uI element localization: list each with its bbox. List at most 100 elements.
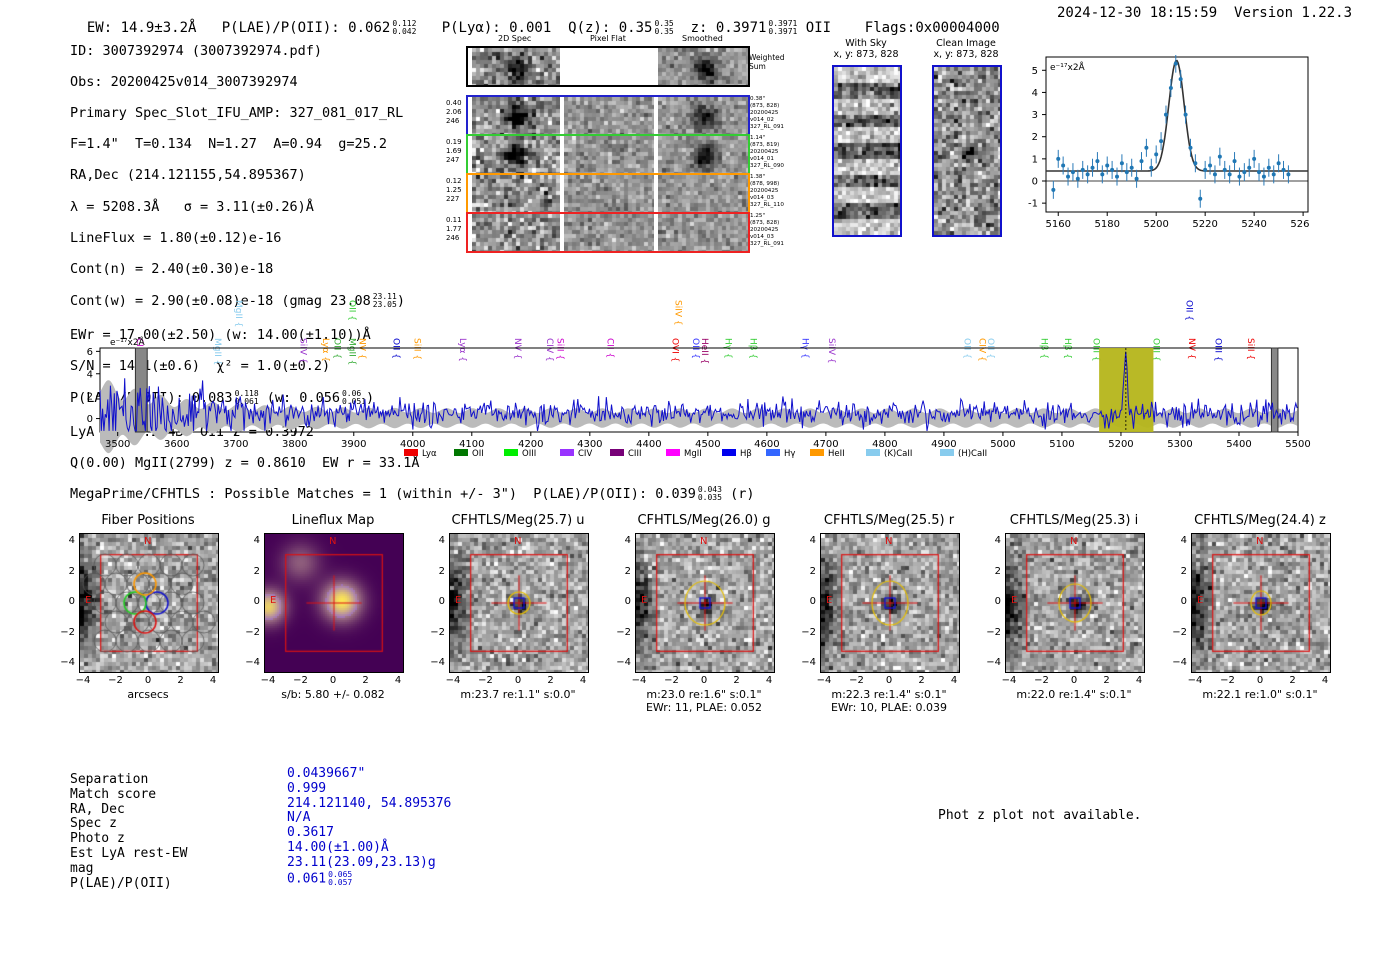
match-labels: Separation Match score RA, Dec Spec z Photo … (70, 772, 188, 891)
data-point (1168, 86, 1173, 90)
with-sky-image (832, 65, 902, 237)
line-fit-units: e⁻¹⁷x2Å (1050, 61, 1086, 73)
line-fit-ticks: 5160 5180 5200 5220 5240 5260 5 4 3 2 1 0 -1 (1028, 66, 1310, 230)
data-point (1237, 174, 1242, 179)
data-point (1129, 165, 1134, 170)
line-fit-points (1051, 55, 1291, 208)
match-label: Est LyA rest-EW (70, 845, 188, 861)
panel-y-tick: 0 (438, 596, 445, 607)
full-spectrum-chart: CIII {MgII {MgII {SiIV {Lyα {OII {MgII {… (87, 300, 1311, 459)
data-point (1257, 170, 1262, 175)
panel-x-tick: 2 (1103, 675, 1110, 686)
data-point (1085, 172, 1090, 177)
legend-swatch (404, 449, 418, 456)
panel-x-tick: −2 (478, 675, 493, 686)
panel-x-tick: 4 (1321, 675, 1329, 686)
panel-y-tick: −2 (986, 626, 1001, 638)
data-point (1178, 77, 1183, 82)
data-point (1247, 165, 1252, 170)
panel-y-tick: 2 (253, 565, 260, 577)
cutout-row-stats: 0.11 1.77 246 (446, 216, 462, 242)
east-marker: E (826, 595, 833, 606)
legend-label: OII (472, 449, 484, 459)
cutout-row-stats: 0.19 1.69 247 (446, 138, 462, 164)
x-tick-label: 5300 (1167, 439, 1192, 450)
panel-x-tick: 0 (1256, 675, 1264, 686)
x-tick-label: 4500 (695, 439, 720, 450)
line-label: MgII { (212, 338, 222, 365)
panel-x-tick: −2 (849, 675, 864, 686)
panel-caption-line: m:22.3 re:1.4" s:0.1" (831, 688, 947, 701)
clean-image-header: Clean Image x, y: 873, 828 (933, 38, 999, 60)
data-point (1261, 174, 1266, 179)
panel-x-tick: −2 (293, 675, 308, 686)
cutout-image (635, 533, 775, 673)
line-label: NV { (357, 338, 367, 359)
lineflux-map (264, 533, 404, 673)
panel-y-tick: 4 (68, 535, 75, 546)
line-label: NV { (1186, 338, 1196, 359)
cutout-smoothed (658, 214, 748, 251)
x-tick-label: 3900 (341, 439, 366, 450)
data-point (1163, 112, 1168, 117)
header-flags: Flags:0x00004000 (864, 20, 1000, 36)
panel-y-tick: 2 (1180, 565, 1187, 577)
panel-title: Lineflux Map (291, 513, 375, 528)
panel-y-tick: −4 (245, 657, 260, 668)
panel-y-tick: 4 (624, 535, 631, 546)
data-point (1110, 167, 1115, 172)
panel-caption-line: arcsecs (127, 688, 169, 701)
match-plae-hi: 0.065 (328, 869, 353, 879)
cutout-row-stats: 0.40 2.06 246 (446, 99, 462, 125)
cutout-row (466, 173, 750, 214)
east-marker: E (1197, 595, 1204, 606)
match-value-text: N/A (287, 810, 311, 826)
data-point (1134, 176, 1139, 181)
spectrum-flux-line (99, 351, 1298, 433)
x-tick-label: 5180 (1094, 219, 1119, 230)
panel-y-tick: 0 (68, 596, 75, 607)
header-ew: EW: 14.9±3.2Å (86, 20, 197, 36)
legend-label: Lyα (422, 449, 437, 459)
panel-y-tick: 4 (994, 535, 1001, 546)
panel-caption-line: EWr: 11, PLAE: 0.052 (645, 701, 763, 714)
panel-x-tick: −4 (631, 675, 647, 686)
match-value: 0.0439667" (287, 766, 451, 782)
data-point (1232, 159, 1237, 164)
spectral-cutouts: 2D Spec Pixel Flat Smoothed Weighted Sum… (446, 34, 786, 254)
cutout-pixel-flat (564, 136, 654, 173)
x-tick-label: 5240 (1241, 219, 1266, 230)
match-value-text: 0.3617 (287, 825, 334, 841)
match-label: Match score (70, 786, 157, 802)
panel-x-tick: 4 (394, 675, 402, 686)
data-point (1159, 139, 1164, 144)
data-point (1252, 156, 1257, 161)
line-label: OII { (347, 300, 357, 321)
x-tick-label: 5220 (1192, 219, 1217, 230)
data-point (1286, 172, 1291, 177)
match-value-text: 14.00(±1.00)Å (287, 839, 389, 855)
data-point (1222, 167, 1227, 172)
panel-caption-line: EWr: 10, PLAE: 0.039 (830, 701, 948, 714)
x-tick-label: 5100 (1049, 439, 1074, 450)
header-bar: EW: 14.9±3.2Å P(LAE)/P(OII): 0.062 0.112 0… (70, 4, 1000, 37)
north-marker: N (144, 536, 152, 547)
panel-y-tick: −2 (245, 626, 260, 638)
line-fit-gaussian (1046, 59, 1308, 172)
panel-caption: m:23.7 re:1.1" s:0.0" (429, 688, 607, 701)
panel-caption-line: s/b: 5.80 +/- 0.082 (281, 688, 385, 701)
panel-x-tick: −2 (1220, 675, 1235, 686)
legend-label: Hβ (740, 449, 752, 459)
legend-label: Hγ (784, 449, 795, 459)
data-point (1061, 163, 1066, 168)
legend-swatch (454, 449, 468, 456)
panel-y-tick: 4 (809, 535, 816, 546)
cutout-image (820, 533, 960, 673)
x-tick-label: 4400 (636, 439, 661, 450)
y-tick-label: 0 (1032, 177, 1038, 188)
info-id: ID: 3007392974 (3007392974.pdf) (70, 42, 322, 59)
x-tick-label: 4200 (518, 439, 543, 450)
data-point (1144, 145, 1149, 150)
weighted-smoothed-cutout (658, 48, 748, 85)
panel-y-tick: 2 (994, 565, 1001, 577)
